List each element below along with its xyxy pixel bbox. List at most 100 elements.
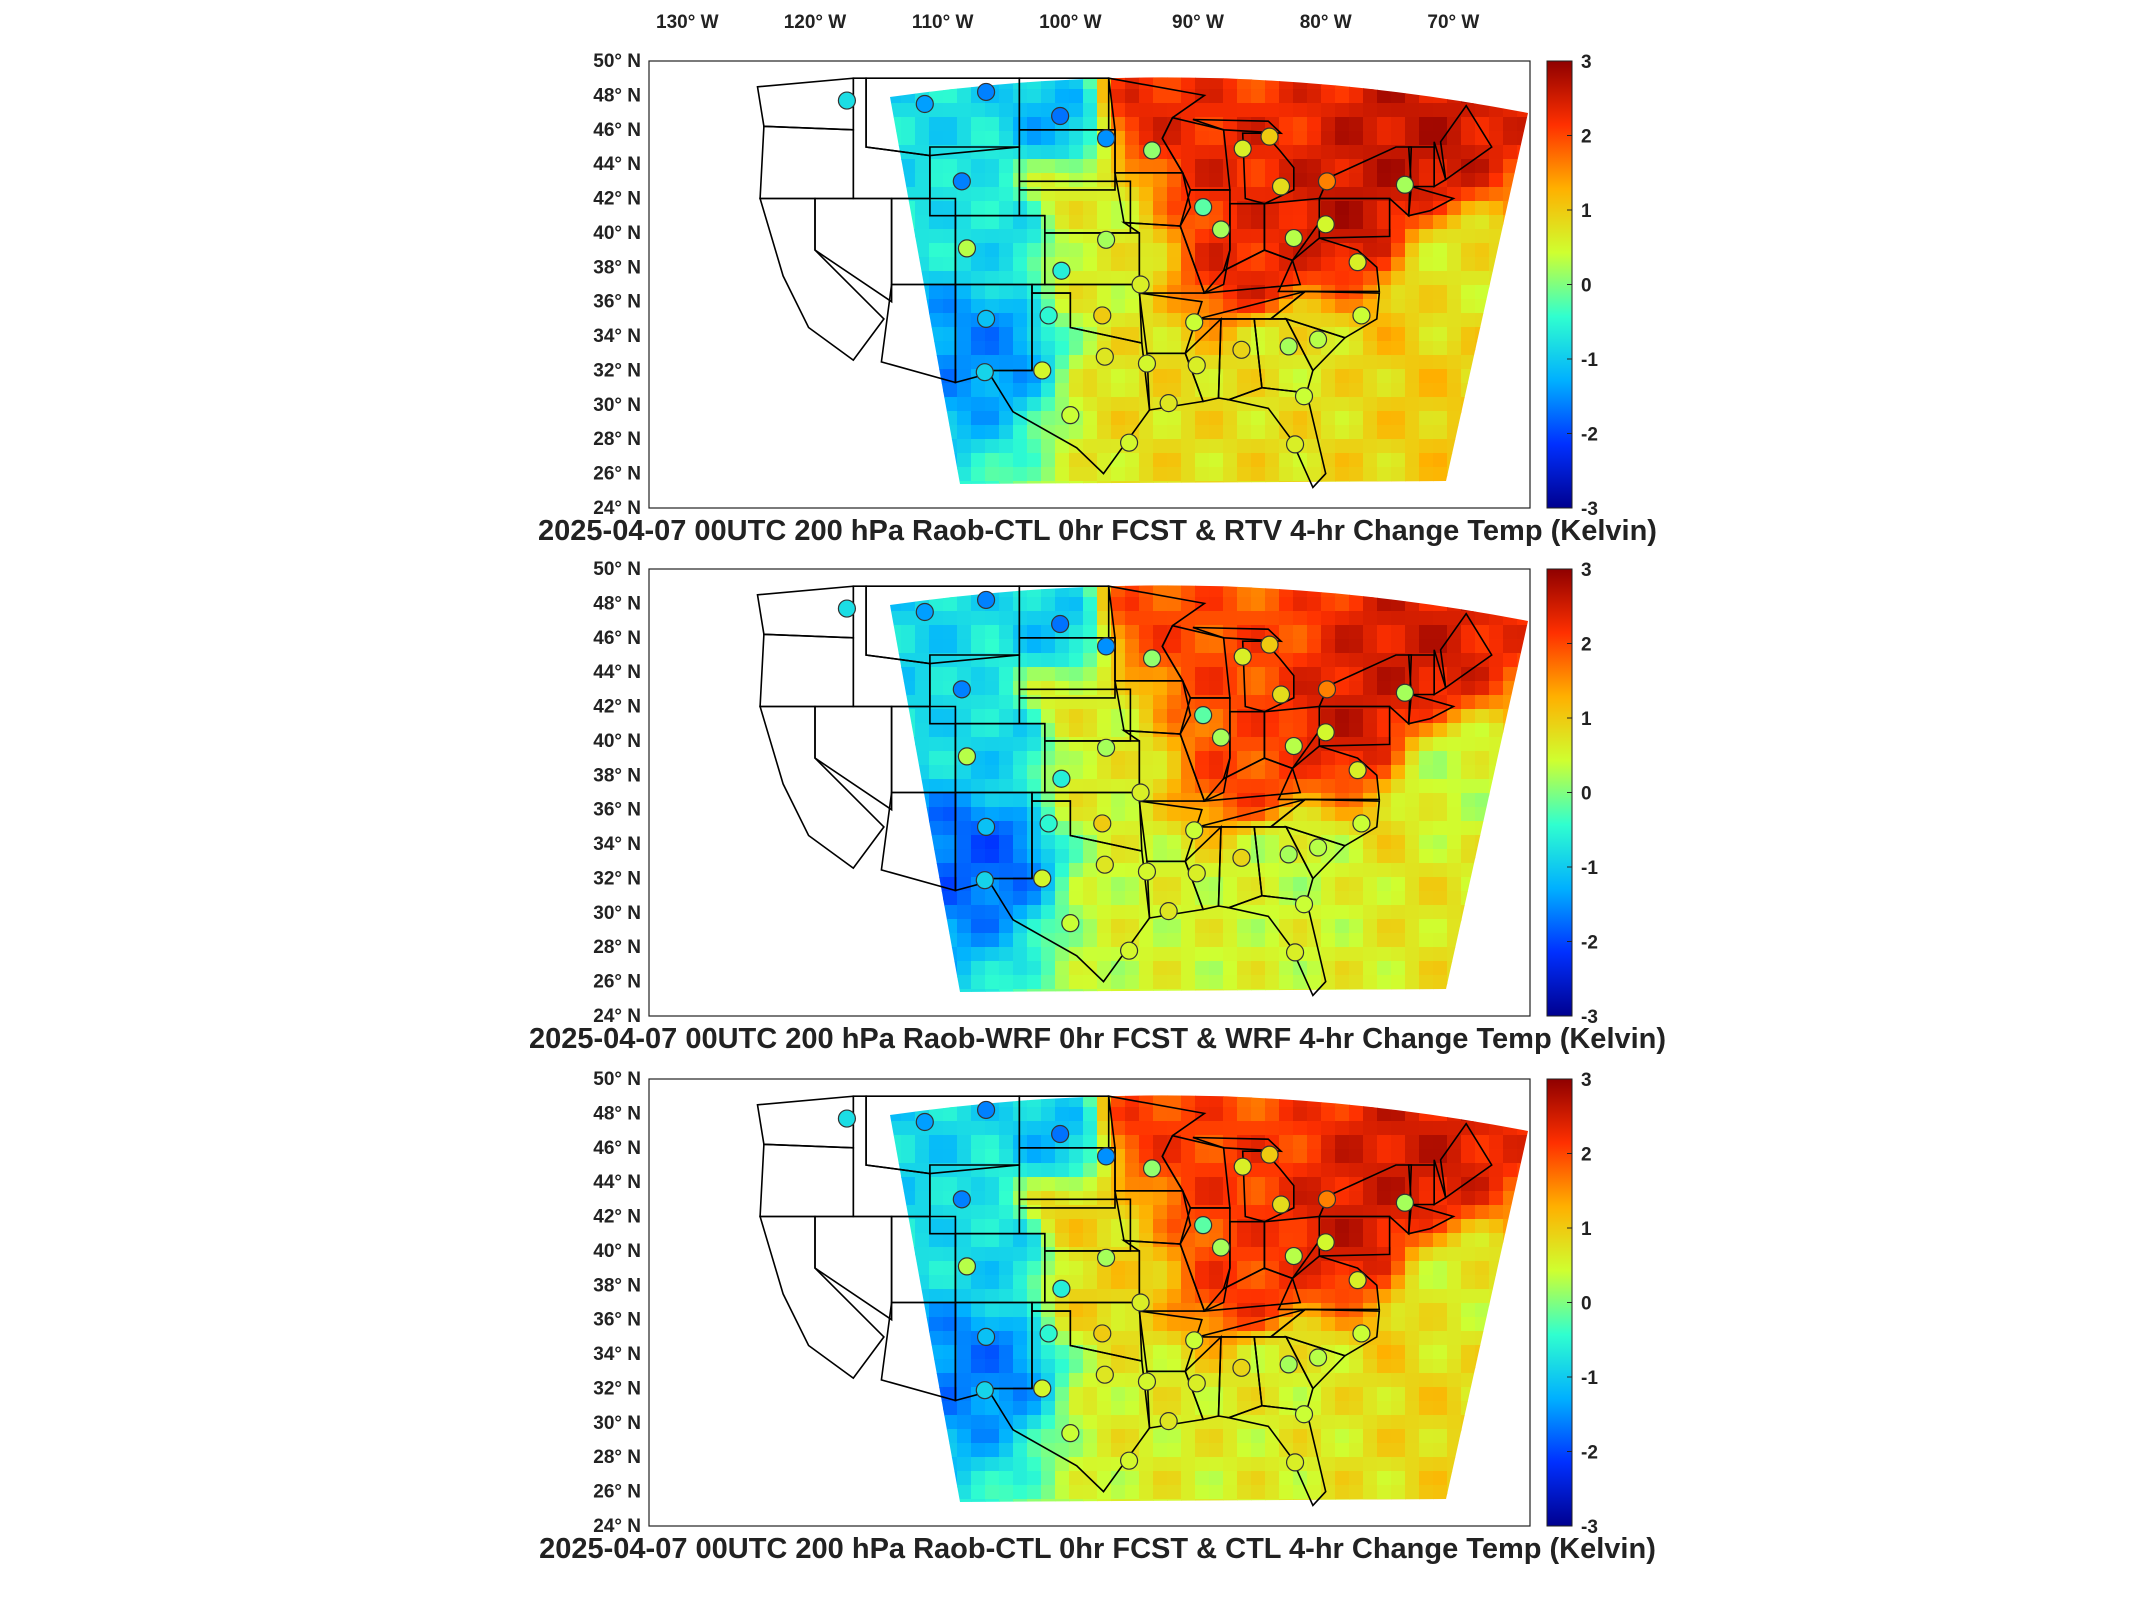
lat-label: 42° N bbox=[593, 189, 641, 210]
raob-station-marker bbox=[1051, 614, 1070, 634]
latitude-labels: 50° N 48° N 46° N 44° N 42° N 40° N 38° N 36° N… bbox=[593, 1069, 641, 1537]
raob-station-marker bbox=[1061, 1424, 1080, 1443]
raob-station-marker bbox=[1284, 736, 1303, 756]
map-panel: 50° N 48° N 46° N 44° N 42° N 40° N 38° N 36° N… bbox=[538, 51, 1657, 547]
raob-station-marker bbox=[1317, 680, 1337, 699]
raob-station-marker bbox=[1279, 337, 1298, 356]
colorbar-tick-label: 0 bbox=[1581, 1294, 1592, 1315]
lat-label: 46° N bbox=[593, 120, 641, 141]
raob-station-marker bbox=[1095, 1365, 1114, 1384]
raob-stations bbox=[837, 590, 1414, 962]
state-outline bbox=[1263, 197, 1321, 262]
lat-label: 38° N bbox=[593, 257, 641, 278]
raob-station-marker bbox=[1260, 635, 1279, 654]
raob-station-marker bbox=[1187, 864, 1206, 883]
raob-station-marker bbox=[1039, 306, 1058, 325]
lat-label: 30° N bbox=[593, 903, 641, 924]
raob-station-marker bbox=[952, 172, 971, 191]
state-outline bbox=[1121, 221, 1206, 294]
raob-station-marker bbox=[1348, 761, 1367, 780]
raob-station-marker bbox=[1159, 1412, 1178, 1431]
state-outline bbox=[1192, 118, 1284, 135]
raob-station-marker bbox=[1131, 275, 1150, 294]
raob-station-marker bbox=[1211, 1238, 1231, 1257]
state-outline bbox=[1179, 189, 1231, 295]
raob-station-marker bbox=[837, 91, 857, 110]
raob-station-marker bbox=[1352, 1324, 1371, 1343]
lat-label: 50° N bbox=[593, 51, 641, 72]
lat-label: 42° N bbox=[593, 1207, 641, 1228]
raob-station-marker bbox=[1052, 261, 1071, 280]
state-outline bbox=[1202, 249, 1302, 295]
colorbar: 3 2 1 0 -1 -2 -3 bbox=[1546, 52, 1598, 520]
raob-station-marker bbox=[1093, 306, 1112, 325]
raob-station-marker bbox=[1033, 361, 1052, 380]
state-outline bbox=[1433, 141, 1447, 188]
colorbar-tick-label: 3 bbox=[1581, 1070, 1592, 1091]
raob-station-marker bbox=[1233, 139, 1252, 158]
raob-station-marker bbox=[1194, 1216, 1213, 1235]
raob-station-marker bbox=[1279, 845, 1298, 864]
lat-label: 44° N bbox=[593, 662, 641, 683]
raob-station-marker bbox=[975, 363, 994, 382]
raob-station-marker bbox=[1142, 141, 1162, 160]
state-outline bbox=[1114, 680, 1192, 735]
lat-label: 34° N bbox=[593, 326, 641, 347]
lat-label: 30° N bbox=[593, 1413, 641, 1434]
lat-label: 40° N bbox=[593, 223, 641, 244]
raob-station-marker bbox=[1033, 869, 1052, 888]
lat-label: 36° N bbox=[593, 1310, 641, 1331]
panel-title: 2025-04-07 00UTC 200 hPa Raob-CTL 0hr FC… bbox=[538, 515, 1657, 547]
raob-station-marker bbox=[915, 1112, 934, 1132]
raob-station-marker bbox=[1308, 1348, 1328, 1367]
state-outline bbox=[1179, 1207, 1231, 1313]
raob-station-marker bbox=[837, 1109, 857, 1128]
lat-label: 32° N bbox=[593, 1378, 641, 1399]
state-outline bbox=[1263, 705, 1321, 770]
raob-station-marker bbox=[1285, 435, 1305, 454]
raob-station-marker bbox=[1348, 1271, 1367, 1290]
map-frame bbox=[648, 1078, 1531, 1527]
raob-station-marker bbox=[1119, 1451, 1139, 1470]
state-outline bbox=[1225, 386, 1327, 489]
raob-station-marker bbox=[1348, 253, 1367, 272]
raob-station-marker bbox=[976, 82, 996, 102]
colorbar-tick-label: 3 bbox=[1581, 52, 1592, 73]
lat-label: 24° N bbox=[593, 498, 641, 519]
panel-title: 2025-04-07 00UTC 200 hPa Raob-CTL 0hr FC… bbox=[539, 1533, 1656, 1565]
raob-station-marker bbox=[1260, 127, 1279, 146]
lat-label: 48° N bbox=[593, 593, 641, 614]
lat-label: 50° N bbox=[593, 559, 641, 580]
raob-station-marker bbox=[1039, 814, 1058, 833]
colorbar-tick-label: -1 bbox=[1581, 1368, 1598, 1389]
raob-station-marker bbox=[1294, 387, 1314, 406]
lat-label: 24° N bbox=[593, 1006, 641, 1027]
raob-station-marker bbox=[1093, 814, 1112, 833]
state-outline bbox=[985, 292, 1151, 475]
lat-label: 24° N bbox=[593, 1516, 641, 1537]
state-outline bbox=[1192, 1136, 1284, 1153]
state-outline bbox=[1114, 1190, 1192, 1245]
lat-label: 28° N bbox=[593, 429, 641, 450]
colorbar: 3 2 1 0 -1 -2 -3 bbox=[1546, 560, 1598, 1028]
state-outline bbox=[1407, 1203, 1456, 1235]
raob-station-marker bbox=[1395, 683, 1414, 702]
raob-station-marker bbox=[1185, 313, 1204, 332]
state-outline bbox=[1407, 185, 1456, 217]
raob-station-marker bbox=[1061, 406, 1080, 425]
state-boundaries bbox=[756, 1095, 1493, 1507]
lat-label: 26° N bbox=[593, 972, 641, 993]
raob-station-marker bbox=[1137, 354, 1157, 373]
raob-station-marker bbox=[976, 309, 996, 328]
state-outline bbox=[1121, 729, 1206, 802]
raob-station-marker bbox=[915, 94, 934, 114]
lat-label: 38° N bbox=[593, 765, 641, 786]
raob-stations bbox=[837, 82, 1414, 454]
raob-station-marker bbox=[1233, 647, 1252, 666]
raob-station-marker bbox=[976, 1327, 996, 1346]
raob-station-marker bbox=[1317, 1190, 1337, 1209]
state-outline bbox=[1263, 1215, 1321, 1280]
state-outline bbox=[985, 1310, 1151, 1493]
lat-label: 44° N bbox=[593, 154, 641, 175]
